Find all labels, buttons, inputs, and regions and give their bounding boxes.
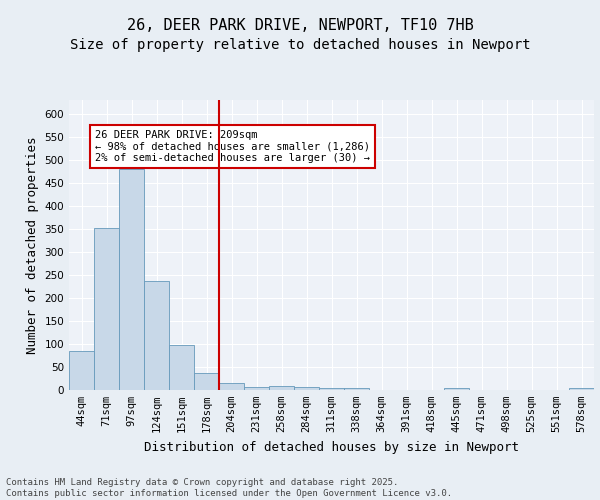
Bar	[344, 388, 369, 390]
Y-axis label: Number of detached properties: Number of detached properties	[26, 136, 39, 354]
Bar	[219, 382, 244, 390]
Bar	[69, 351, 94, 390]
Bar	[169, 346, 194, 390]
Bar	[444, 388, 469, 390]
Text: Contains HM Land Registry data © Crown copyright and database right 2025.
Contai: Contains HM Land Registry data © Crown c…	[6, 478, 452, 498]
Bar	[144, 281, 169, 390]
Bar	[94, 228, 119, 390]
Text: Size of property relative to detached houses in Newport: Size of property relative to detached ho…	[70, 38, 530, 52]
X-axis label: Distribution of detached houses by size in Newport: Distribution of detached houses by size …	[144, 440, 519, 454]
Bar	[244, 387, 269, 390]
Bar	[269, 386, 294, 390]
Text: 26, DEER PARK DRIVE, NEWPORT, TF10 7HB: 26, DEER PARK DRIVE, NEWPORT, TF10 7HB	[127, 18, 473, 32]
Bar	[119, 169, 144, 390]
Bar	[194, 373, 219, 390]
Text: 26 DEER PARK DRIVE: 209sqm
← 98% of detached houses are smaller (1,286)
2% of se: 26 DEER PARK DRIVE: 209sqm ← 98% of deta…	[95, 130, 370, 163]
Bar	[569, 388, 594, 390]
Bar	[319, 388, 344, 390]
Bar	[294, 387, 319, 390]
